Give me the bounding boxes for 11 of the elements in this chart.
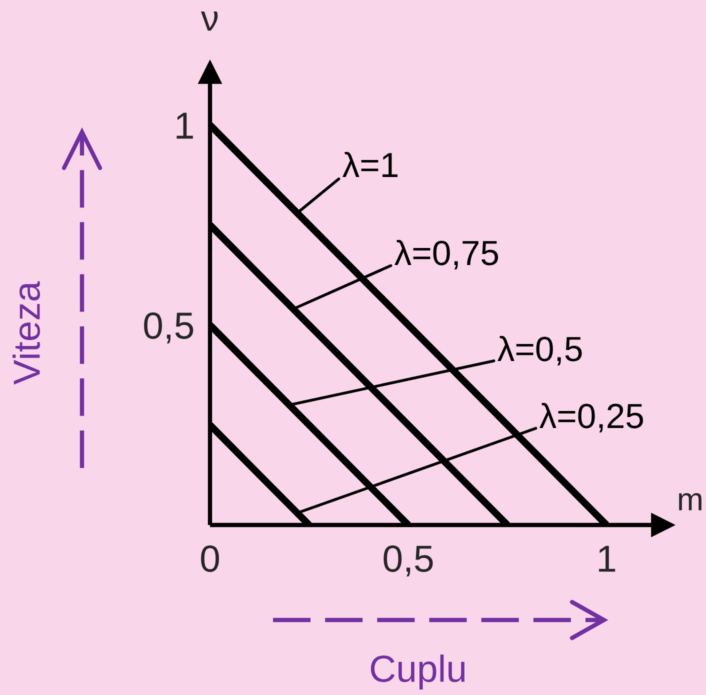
annotation: λ=0,25 [539, 402, 644, 432]
x-tick-label: 1 [598, 546, 616, 572]
annotation: λ=1 [342, 152, 398, 177]
annotation: λ=0,75 [394, 240, 498, 270]
annotation: λ=0,5 [498, 336, 582, 366]
x-tick-label: 0,5 [384, 545, 433, 576]
x-axis-title: m [679, 493, 702, 510]
text: Cuplu [370, 654, 464, 690]
text: Viteza [12, 281, 40, 385]
x-tick-label: 0 [201, 545, 219, 572]
y-axis-title: ν [200, 12, 218, 31]
